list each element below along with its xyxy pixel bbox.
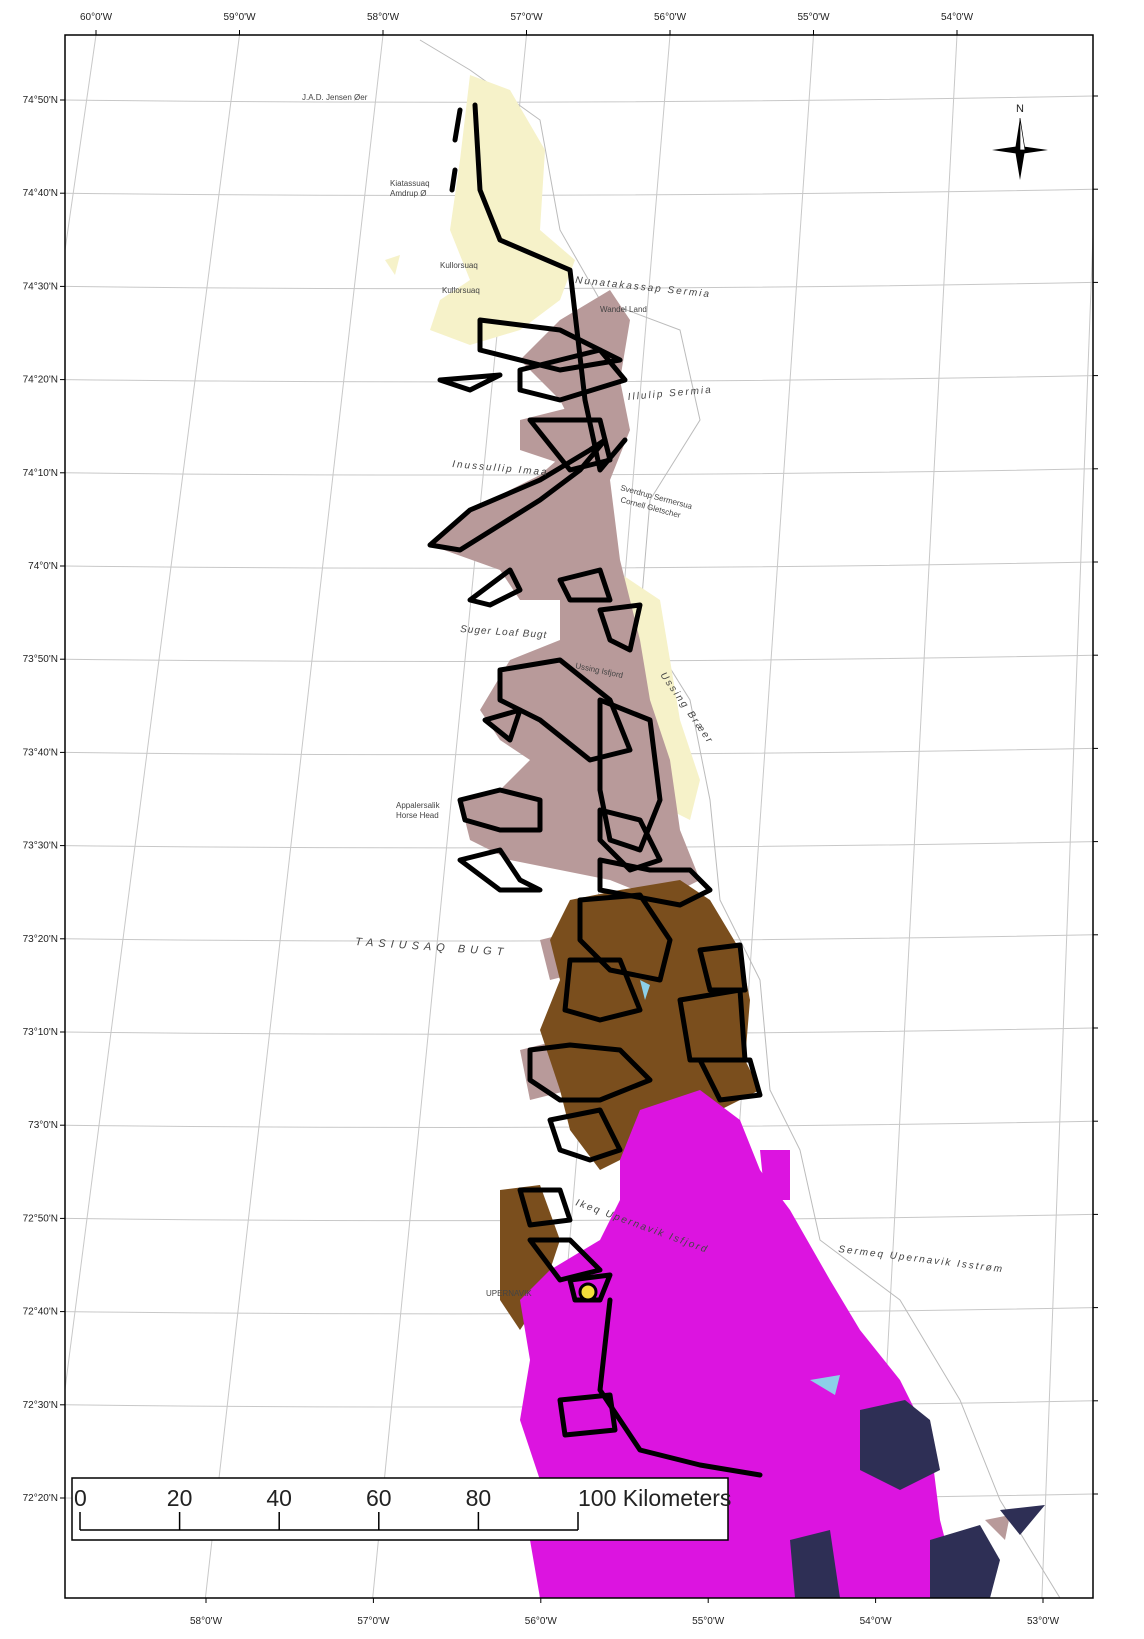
latitude-label: 74°50'N [23, 95, 58, 106]
latitude-label: 72°30'N [23, 1400, 58, 1411]
longitude-label: 55°0'W [797, 12, 830, 23]
longitude-label: 58°0'W [367, 12, 400, 23]
latitude-label: 74°0'N [28, 561, 58, 572]
scale-label: 80 [466, 1485, 492, 1511]
scale-label: 0 [74, 1485, 87, 1511]
scale-bar: 0 20 40 60 80 100 Kilometers [72, 1478, 731, 1540]
longitude-label: 53°0'W [1027, 1616, 1060, 1627]
latitude-label: 74°30'N [23, 281, 58, 292]
latitude-label: 73°0'N [28, 1120, 58, 1131]
longitude-label: 56°0'W [525, 1616, 558, 1627]
longitude-label: 54°0'W [941, 12, 974, 23]
place-label: Amdrup Ø [390, 189, 426, 198]
place-label: UPERNAVIK [486, 1289, 532, 1298]
latitude-label: 72°20'N [23, 1493, 58, 1504]
longitude-label: 54°0'W [860, 1616, 893, 1627]
scale-label: 20 [167, 1485, 193, 1511]
place-label: Kullorsuaq [442, 286, 480, 295]
latitude-label: 73°40'N [23, 747, 58, 758]
scale-label: 60 [366, 1485, 392, 1511]
longitude-label: 56°0'W [654, 12, 687, 23]
latitude-label: 74°40'N [23, 188, 58, 199]
latitude-label: 72°50'N [23, 1213, 58, 1224]
place-label: Kullorsuaq [440, 261, 478, 270]
longitude-label: 55°0'W [692, 1616, 725, 1627]
map-feature [760, 1150, 790, 1200]
latitude-label: 74°20'N [23, 375, 58, 386]
scale-label: 100 Kilometers [578, 1485, 731, 1511]
page: Geological map – Upernavik region { "gra… [0, 0, 1144, 1634]
latitude-label: 73°30'N [23, 841, 58, 852]
latitude-label: 73°10'N [23, 1027, 58, 1038]
latitude-label: 73°20'N [23, 934, 58, 945]
longitude-label: 58°0'W [190, 1616, 223, 1627]
place-label: Horse Head [396, 811, 439, 820]
map-feature [580, 1284, 596, 1300]
longitude-label: 57°0'W [357, 1616, 390, 1627]
place-label: Kiatassuaq [390, 179, 430, 188]
place-label: Wandel Land [600, 305, 647, 314]
longitude-label: 57°0'W [510, 12, 543, 23]
longitude-label: 60°0'W [80, 12, 113, 23]
north-label: N [1016, 103, 1024, 115]
page-body: J.A.D. Jensen Øer Kiatassuaq Amdrup Ø Ku… [0, 0, 1144, 1634]
latitude-label: 74°10'N [23, 468, 58, 479]
latitude-label: 73°50'N [23, 654, 58, 665]
place-label: Appalersalik [396, 801, 441, 810]
longitude-label: 59°0'W [223, 12, 256, 23]
map: J.A.D. Jensen Øer Kiatassuaq Amdrup Ø Ku… [0, 0, 1144, 1634]
scale-label: 40 [266, 1485, 292, 1511]
place-label: J.A.D. Jensen Øer [302, 93, 368, 102]
latitude-label: 72°40'N [23, 1307, 58, 1318]
